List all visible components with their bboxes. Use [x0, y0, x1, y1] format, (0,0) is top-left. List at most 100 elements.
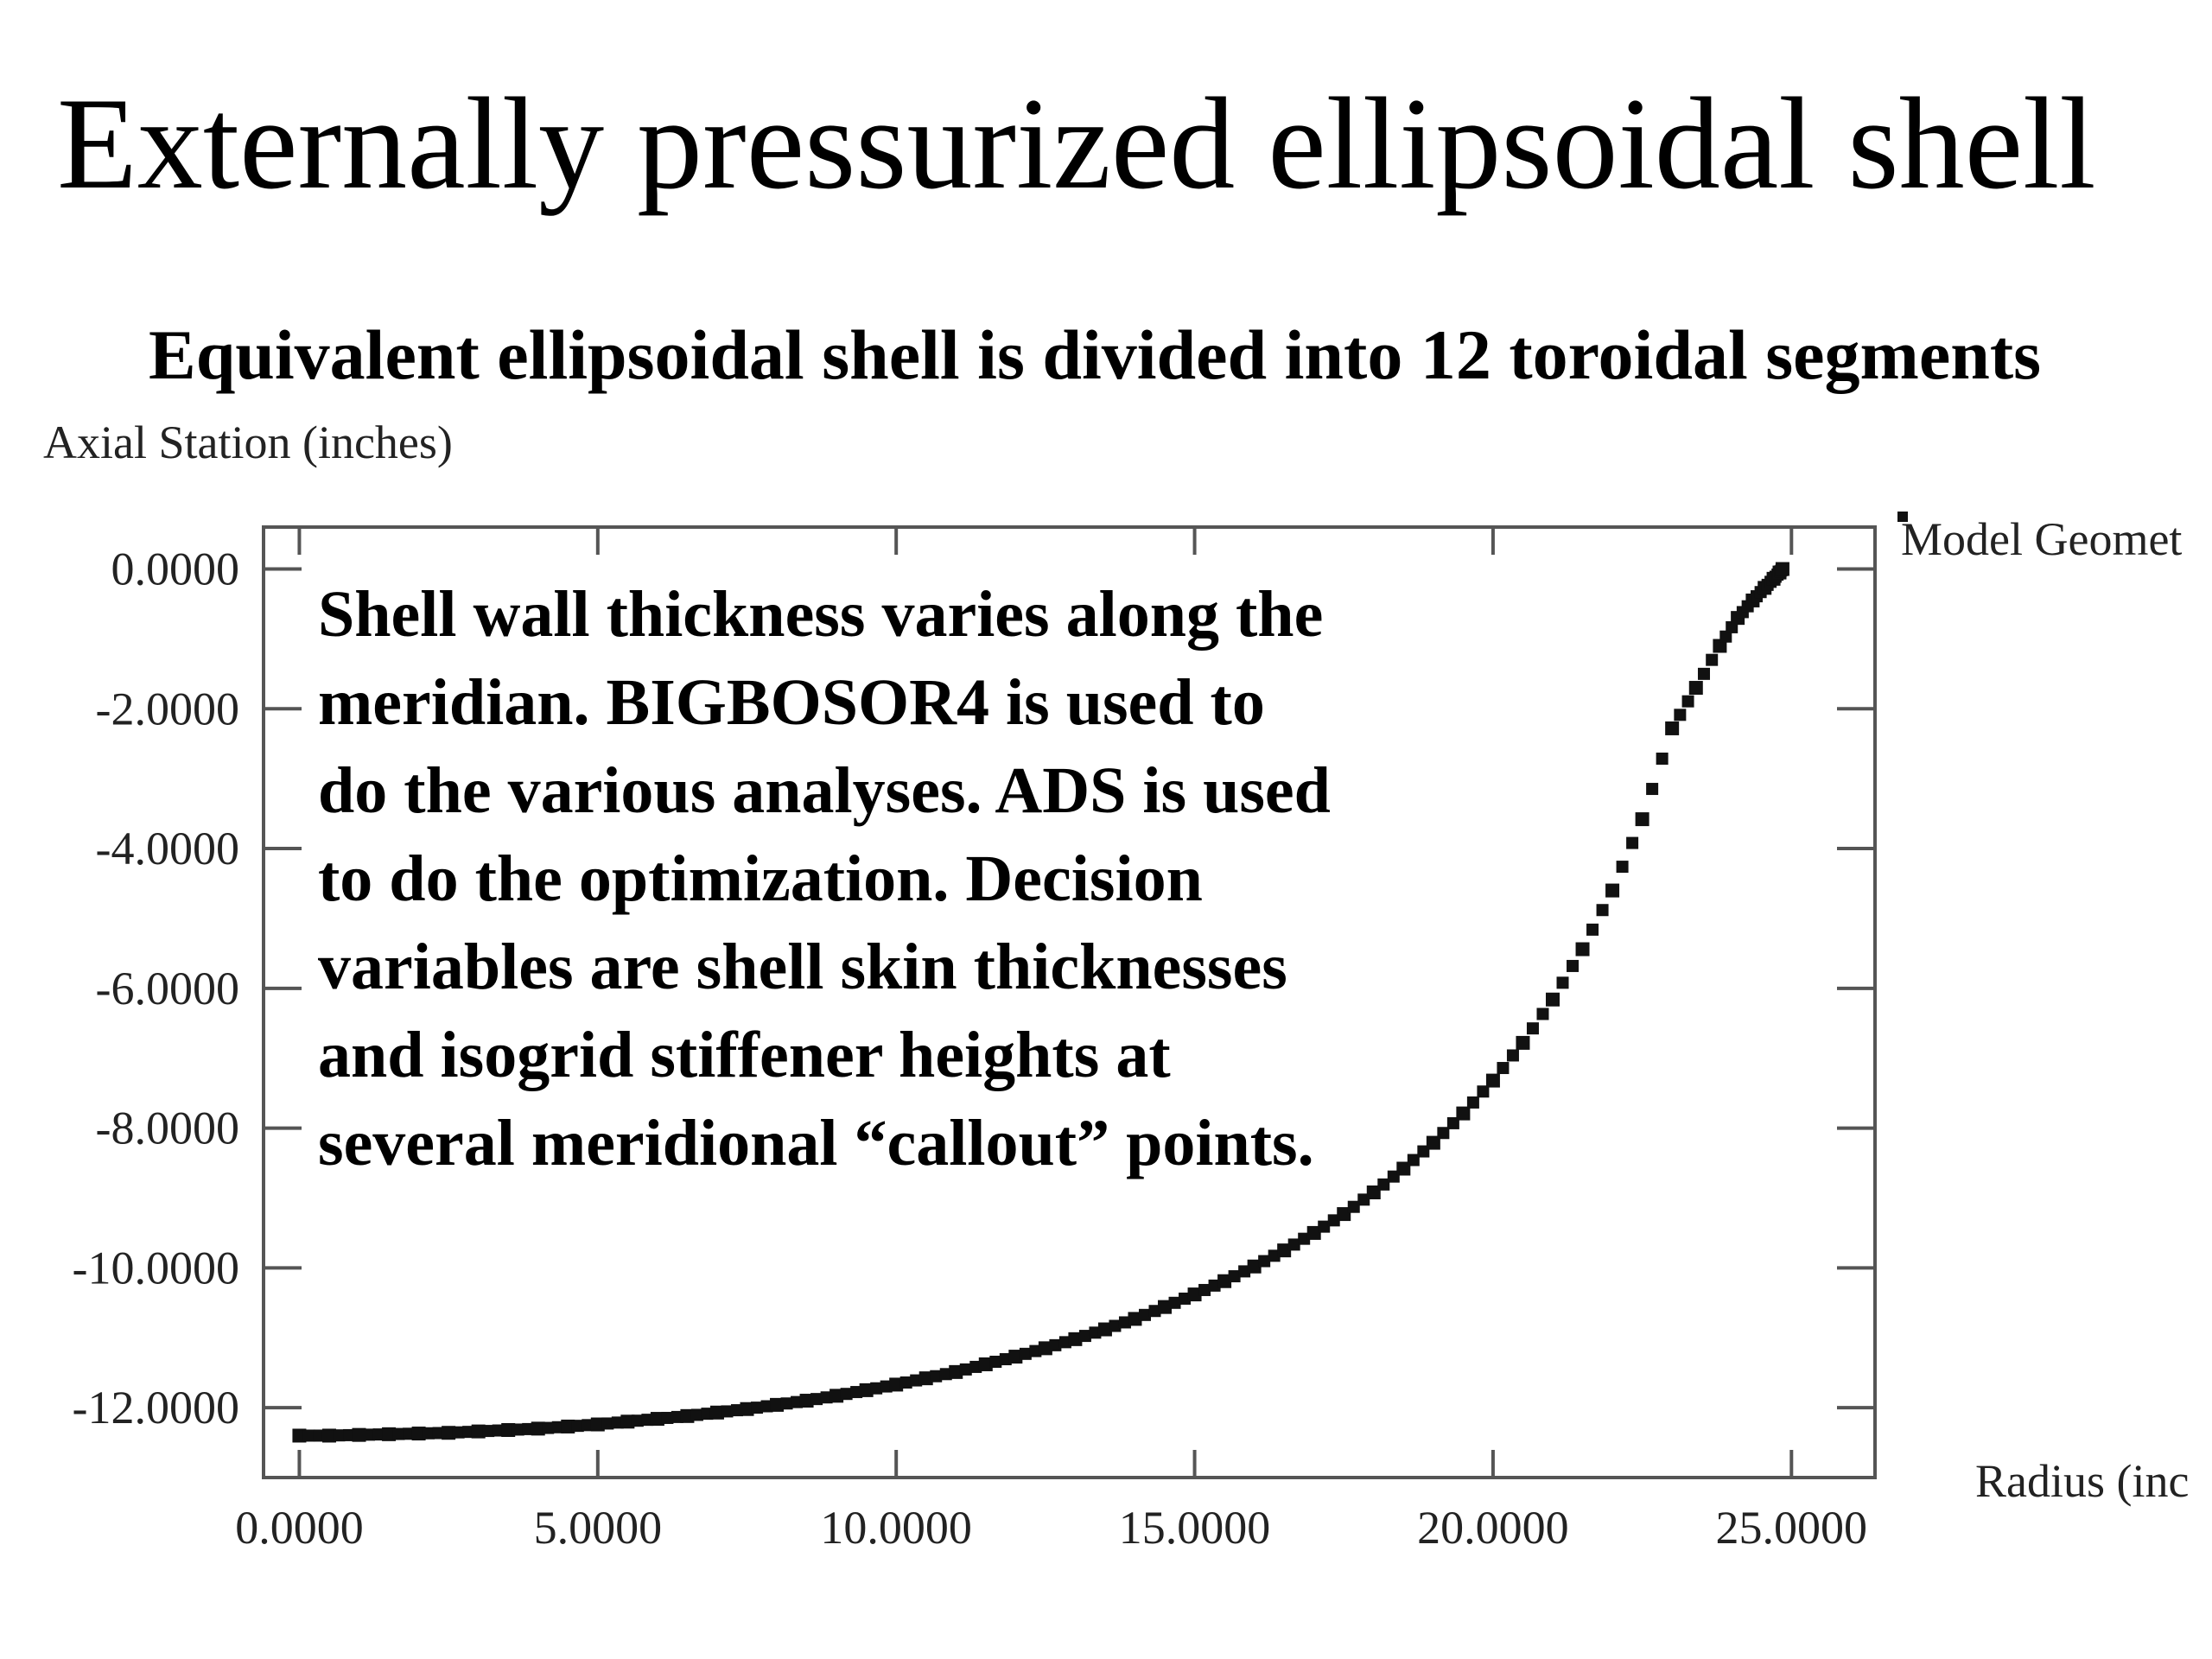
slide-title: Externally pressurized ellipsoidal shell: [57, 71, 2096, 216]
data-point: [1497, 1062, 1510, 1075]
data-point: [1049, 1338, 1062, 1351]
data-point: [1366, 1185, 1381, 1199]
data-point: [641, 1414, 654, 1427]
chart-title: Equivalent ellipsoidal shell is divided …: [149, 315, 2041, 394]
x-tick-label: 20.0000: [1417, 1502, 1569, 1554]
data-point: [1337, 1207, 1351, 1222]
data-point: [1616, 861, 1629, 874]
data-point: [1128, 1312, 1142, 1326]
data-point: [462, 1426, 475, 1439]
data-point: [820, 1391, 833, 1404]
x-tick-label: 15.0000: [1119, 1502, 1271, 1554]
data-point: [1068, 1332, 1083, 1346]
data-point: [1306, 1225, 1321, 1240]
data-point: [1138, 1308, 1151, 1321]
data-point: [432, 1427, 445, 1440]
y-axis-label: Axial Station (inches): [43, 416, 453, 468]
data-point: [1198, 1283, 1211, 1296]
data-point: [910, 1374, 923, 1387]
data-point: [1526, 1022, 1539, 1035]
data-point: [512, 1423, 524, 1436]
data-point: [542, 1421, 555, 1434]
data-point: [292, 1428, 307, 1443]
data-point: [1516, 1035, 1530, 1050]
data-point: [1217, 1274, 1232, 1288]
data-point: [1187, 1287, 1202, 1302]
data-point: [959, 1363, 972, 1376]
legend: Model Geomet: [1897, 512, 2182, 565]
data-point: [1268, 1249, 1281, 1262]
y-tick-label: -8.0000: [96, 1103, 239, 1154]
data-point: [1168, 1296, 1181, 1309]
data-point: [1586, 923, 1599, 936]
data-point: [899, 1376, 912, 1389]
data-point: [403, 1427, 416, 1440]
data-point: [791, 1395, 804, 1408]
data-series-points: [292, 562, 1789, 1443]
data-point: [949, 1364, 963, 1379]
data-point: [601, 1417, 614, 1430]
data-point: [1008, 1350, 1023, 1364]
x-tick-label: 0.0000: [235, 1502, 364, 1554]
data-point: [810, 1393, 823, 1406]
data-point: [1674, 709, 1687, 721]
data-point: [999, 1353, 1012, 1366]
data-point: [701, 1408, 714, 1421]
data-point: [690, 1408, 703, 1421]
data-point: [590, 1417, 605, 1432]
data-point: [551, 1421, 564, 1433]
data-point: [452, 1426, 465, 1439]
data-point: [1318, 1220, 1331, 1233]
data-point: [1575, 942, 1590, 957]
data-point: [1298, 1232, 1311, 1245]
data-point: [1029, 1344, 1042, 1357]
data-point: [1078, 1330, 1091, 1343]
data-point: [989, 1356, 1002, 1369]
data-point: [333, 1429, 346, 1442]
data-point: [1357, 1193, 1370, 1206]
y-tick-label: -12.0000: [73, 1382, 239, 1433]
data-point: [1426, 1135, 1440, 1150]
data-point: [850, 1386, 863, 1399]
data-point: [1118, 1316, 1131, 1329]
data-point: [978, 1357, 993, 1371]
data-point: [313, 1429, 326, 1442]
data-point: [471, 1424, 486, 1439]
data-point: [1019, 1347, 1032, 1360]
data-point: [571, 1420, 584, 1433]
data-point: [1466, 1096, 1479, 1109]
data-point: [680, 1408, 695, 1423]
x-axis-label: Radius (inc: [1975, 1455, 2189, 1507]
data-point: [582, 1419, 594, 1432]
data-point: [1665, 721, 1680, 735]
data-point: [1485, 1073, 1500, 1088]
data-point: [780, 1397, 793, 1410]
data-point: [1258, 1255, 1271, 1268]
data-point: [1556, 976, 1569, 989]
data-point: [1208, 1279, 1221, 1292]
data-point: [411, 1427, 426, 1441]
data-point: [321, 1428, 336, 1443]
data-point: [1058, 1336, 1071, 1349]
data-point: [343, 1428, 356, 1441]
data-point: [939, 1368, 952, 1381]
data-point: [1446, 1116, 1459, 1129]
data-point: [1407, 1154, 1420, 1166]
data-point: [889, 1377, 904, 1392]
data-point: [620, 1414, 635, 1429]
data-point: [1437, 1127, 1450, 1140]
data-point: [1605, 883, 1620, 898]
data-point: [1097, 1322, 1112, 1337]
data-point: [423, 1427, 435, 1440]
legend-label: Model Geomet: [1901, 513, 2182, 565]
data-point: [1775, 562, 1789, 576]
data-point: [880, 1380, 893, 1393]
data-point: [1567, 959, 1580, 972]
data-point: [730, 1404, 743, 1417]
data-point: [760, 1400, 773, 1413]
data-point: [1396, 1161, 1411, 1176]
x-axis-ticks: 0.0000 5.0000 10.0000 15.0000 20.0000 25.0000: [235, 527, 1867, 1554]
data-point: [1287, 1238, 1300, 1251]
data-point: [1327, 1214, 1340, 1227]
